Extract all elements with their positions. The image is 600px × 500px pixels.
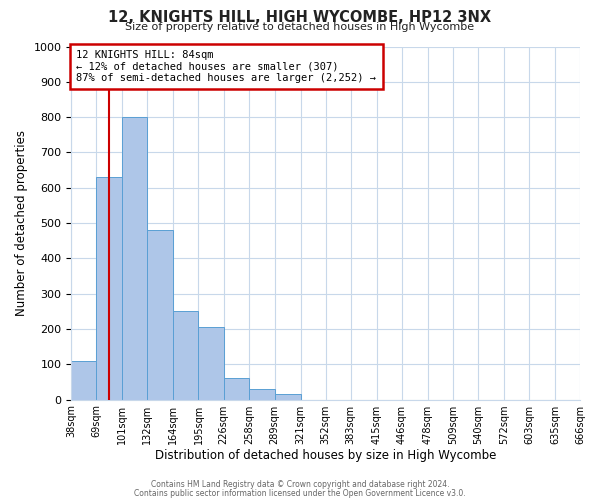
Bar	[148, 230, 173, 400]
Text: 12, KNIGHTS HILL, HIGH WYCOMBE, HP12 3NX: 12, KNIGHTS HILL, HIGH WYCOMBE, HP12 3NX	[109, 10, 491, 25]
Bar	[250, 389, 275, 400]
Bar	[71, 360, 97, 400]
Y-axis label: Number of detached properties: Number of detached properties	[15, 130, 28, 316]
Bar	[224, 378, 250, 400]
Bar	[122, 117, 148, 400]
X-axis label: Distribution of detached houses by size in High Wycombe: Distribution of detached houses by size …	[155, 450, 496, 462]
Bar	[275, 394, 301, 400]
Text: Size of property relative to detached houses in High Wycombe: Size of property relative to detached ho…	[125, 22, 475, 32]
Text: Contains public sector information licensed under the Open Government Licence v3: Contains public sector information licen…	[134, 488, 466, 498]
Text: 12 KNIGHTS HILL: 84sqm
← 12% of detached houses are smaller (307)
87% of semi-de: 12 KNIGHTS HILL: 84sqm ← 12% of detached…	[76, 50, 376, 83]
Bar	[97, 177, 122, 400]
Bar	[173, 312, 199, 400]
Bar	[199, 327, 224, 400]
Text: Contains HM Land Registry data © Crown copyright and database right 2024.: Contains HM Land Registry data © Crown c…	[151, 480, 449, 489]
